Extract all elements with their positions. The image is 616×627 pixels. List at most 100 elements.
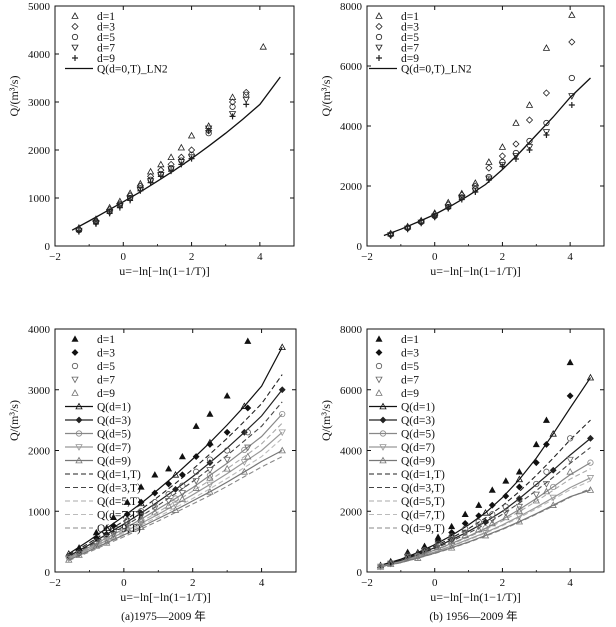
- point-d=1: [512, 119, 520, 126]
- fit-marker-Q(d=9): [447, 543, 456, 551]
- point-d=1: [244, 337, 252, 344]
- legend-marker: [375, 349, 383, 356]
- curve-Q(d=1): [68, 346, 283, 555]
- fit-marker-Q(d=5): [587, 459, 594, 466]
- y-tick-label: 4000: [28, 49, 51, 61]
- legend-marker: [375, 362, 383, 370]
- point-d=9: [445, 205, 452, 212]
- y-tick-label: 2000: [340, 506, 363, 518]
- x-tick-label: 2: [190, 577, 196, 589]
- point-d=3: [228, 98, 237, 106]
- point-d=7: [244, 444, 252, 452]
- legend-label: d=9: [97, 388, 115, 400]
- x-axis-label: u=−ln[−ln(1−1/T)]: [430, 264, 520, 278]
- point-d=7: [164, 498, 173, 505]
- point-d=7: [206, 467, 214, 474]
- legend-marker: [379, 416, 387, 424]
- fit-marker-Q(d=1): [171, 470, 180, 478]
- point-d=7: [137, 513, 145, 520]
- legend-label: d=3: [401, 348, 419, 360]
- point-d=9: [499, 163, 506, 170]
- y-tick-label: 0: [45, 241, 51, 253]
- legend-label: Q(d=5): [401, 429, 435, 441]
- point-d=9: [75, 551, 83, 558]
- fit-marker-Q(d=7): [102, 537, 111, 545]
- point-d=3: [475, 512, 483, 520]
- point-d=3: [421, 544, 428, 552]
- legend-marker: [71, 349, 79, 356]
- fit-marker-Q(d=9): [240, 467, 249, 475]
- point-d=1: [498, 143, 507, 150]
- point-d=9: [205, 127, 212, 134]
- point-d=5: [151, 499, 158, 506]
- legend-label: d=7: [401, 375, 419, 387]
- point-d=7: [461, 529, 469, 537]
- y-tick-label: 0: [357, 241, 363, 253]
- legend-label: Q(d=5): [97, 429, 131, 441]
- fit-marker-Q(d=7): [137, 520, 145, 528]
- point-d=5: [526, 137, 533, 145]
- x-axis-label: u=−ln[−ln(1−1/T)]: [119, 264, 209, 278]
- fit-marker-Q(d=3): [587, 434, 594, 442]
- point-d=9: [461, 531, 469, 539]
- point-d=9: [542, 487, 551, 495]
- point-d=9: [192, 484, 200, 491]
- point-d=9: [123, 524, 131, 532]
- point-d=9: [151, 508, 159, 516]
- y-tick-label: 6000: [340, 61, 363, 73]
- point-d=3: [192, 453, 200, 460]
- fit-marker-Q(d=3): [549, 466, 557, 474]
- legend-label: d=5: [401, 361, 419, 373]
- point-d=7: [532, 491, 540, 499]
- y-tick-label: 0: [45, 567, 51, 579]
- fit-marker-Q(d=1): [240, 402, 249, 409]
- point-d=9: [404, 226, 411, 233]
- point-d=3: [512, 140, 520, 148]
- legend-marker: [71, 22, 79, 31]
- legend-label: d=7: [401, 43, 419, 55]
- point-d=9: [178, 495, 187, 502]
- fit-marker-Q(d=3): [172, 485, 179, 493]
- point-d=9: [127, 197, 134, 204]
- curve-Q(d=0,T)_LN2: [71, 76, 281, 231]
- point-d=9: [568, 102, 575, 108]
- curve-Q(d=7,T): [68, 437, 283, 560]
- chart-panel-bottom-right: −2 0 2 402000400060008000u=−ln[−ln(1−1/T)]Q…: [319, 324, 605, 623]
- legend-label: Q(d=9,T): [401, 523, 445, 535]
- point-d=1: [475, 501, 483, 508]
- legend-marker: [375, 22, 383, 31]
- point-d=1: [568, 11, 576, 18]
- legend-label: d=3: [401, 22, 419, 34]
- legend-marker: [75, 456, 83, 464]
- point-d=7: [109, 531, 118, 539]
- x-tick-label: 0: [432, 251, 438, 263]
- y-tick-label: 3000: [28, 97, 51, 109]
- legend-marker: [379, 444, 387, 451]
- legend-marker: [379, 402, 387, 410]
- y-tick-label: 2000: [340, 181, 363, 193]
- plot-frame: [54, 328, 297, 573]
- point-d=1: [206, 410, 214, 417]
- point-d=1: [259, 42, 267, 50]
- y-tick-label: 4000: [340, 446, 363, 458]
- legend-label: Q(d=1,T): [97, 469, 141, 481]
- curve-Q(d=0,T)_LN2: [383, 77, 591, 237]
- point-d=7: [167, 166, 175, 174]
- legend-label: d=7: [97, 43, 115, 55]
- legend-label: Q(d=3): [97, 415, 131, 427]
- point-d=5: [193, 468, 200, 475]
- x-tick-label: 2: [500, 577, 506, 589]
- point-d=1: [502, 477, 510, 484]
- point-d=1: [448, 522, 456, 530]
- point-d=9: [420, 548, 429, 556]
- point-d=7: [136, 187, 145, 194]
- point-d=9: [164, 501, 173, 509]
- point-d=5: [124, 517, 131, 524]
- point-d=1: [525, 101, 534, 108]
- fit-marker-Q(d=9): [549, 501, 557, 508]
- legend-label: Q(d=0,T)_LN2: [401, 64, 472, 76]
- point-d=9: [92, 220, 99, 227]
- point-d=9: [526, 147, 533, 153]
- point-d=7: [177, 159, 186, 166]
- point-d=5: [543, 468, 550, 475]
